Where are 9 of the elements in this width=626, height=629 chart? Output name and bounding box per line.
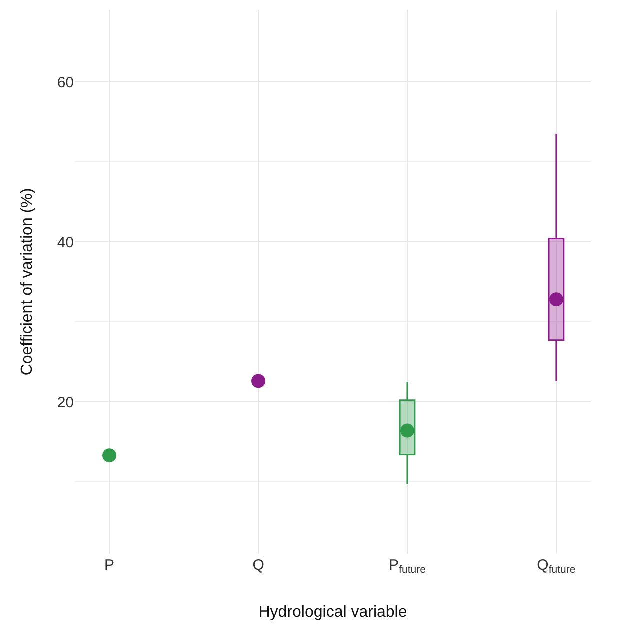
x-tick-label: P$_{future}$: [389, 557, 426, 576]
x-tick-label: Q$_{future}$: [537, 557, 576, 576]
y-tick-label: 40: [57, 234, 74, 252]
x-tick-label: P: [104, 557, 115, 574]
x-tick-label: Q: [252, 557, 264, 574]
y-tick-label: 60: [57, 74, 74, 92]
x-axis-title: Hydrological variable: [258, 604, 408, 621]
y-axis-title: Coefficient of variation (%): [19, 188, 36, 376]
y-tick-label: 20: [57, 394, 74, 412]
